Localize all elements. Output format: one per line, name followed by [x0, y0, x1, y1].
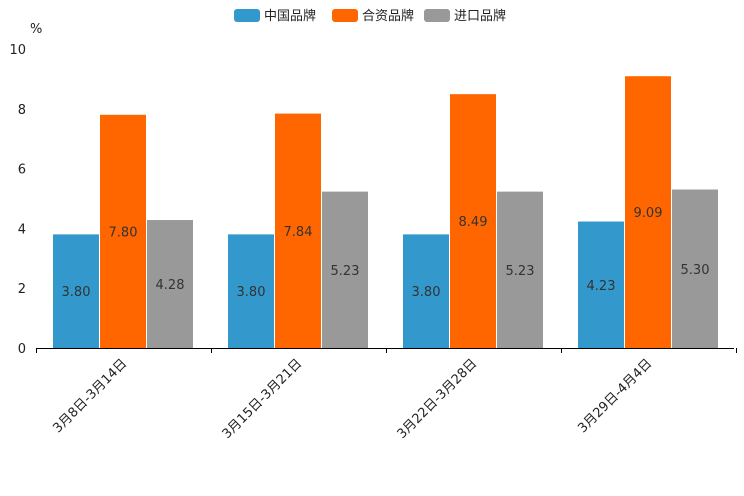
bar — [672, 189, 718, 348]
x-category-label: 3月15日-3月21日 — [220, 356, 306, 442]
bar — [147, 220, 193, 348]
bar-value-label: 7.80 — [109, 225, 138, 240]
bar-value-label: 4.28 — [156, 278, 185, 293]
bar-value-label: 9.09 — [634, 206, 663, 221]
bar — [497, 191, 543, 348]
legend-item[interactable]: 中国品牌 — [234, 8, 316, 24]
y-tick-label: 6 — [18, 163, 26, 178]
legend-swatch — [424, 9, 450, 22]
bar-value-label: 8.49 — [459, 215, 488, 230]
legend-label: 进口品牌 — [454, 8, 506, 24]
bar-value-label: 4.23 — [587, 279, 616, 294]
y-tick-label: 2 — [18, 282, 26, 297]
legend-label: 合资品牌 — [362, 8, 414, 24]
y-tick-label: 8 — [18, 103, 26, 118]
bar — [228, 234, 274, 348]
y-tick-label: 10 — [9, 43, 26, 58]
bar — [450, 94, 496, 348]
bar — [322, 191, 368, 348]
bar-value-label: 5.23 — [331, 264, 360, 279]
bar — [275, 113, 321, 348]
y-axis: 0 2 4 6 8 10 — [9, 43, 26, 357]
bar-series-group: 3.80 7.80 4.28 3.80 7.84 5.23 3.80 8.49 5.23 4.23… — [53, 76, 718, 349]
bar-value-label: 5.30 — [681, 263, 710, 278]
bar — [100, 114, 146, 348]
bar-value-label: 3.80 — [412, 285, 441, 300]
legend-swatch — [332, 9, 358, 22]
bar-value-label: 5.23 — [506, 264, 535, 279]
bar — [578, 221, 624, 348]
x-category-label: 3月8日-3月14日 — [50, 356, 130, 436]
y-tick-label: 4 — [18, 222, 26, 237]
legend-item[interactable]: 合资品牌 — [332, 8, 414, 24]
bar-value-label: 3.80 — [62, 285, 91, 300]
legend-label: 中国品牌 — [264, 8, 316, 24]
bar — [403, 234, 449, 348]
chart-legend: 中国品牌 合资品牌 进口品牌 — [234, 8, 506, 24]
legend-item[interactable]: 进口品牌 — [424, 8, 506, 24]
y-axis-unit-label: % — [30, 22, 42, 37]
x-category-label: 3月29日-4月4日 — [575, 356, 655, 436]
bar — [53, 234, 99, 348]
x-category-label: 3月22日-3月28日 — [395, 356, 481, 442]
legend-swatch — [234, 9, 260, 22]
y-tick-label: 0 — [18, 342, 26, 357]
x-axis: 3月8日-3月14日 3月15日-3月21日 3月22日-3月28日 3月29日-4月… — [36, 348, 737, 442]
bar-value-label: 7.84 — [284, 225, 313, 240]
bar — [625, 76, 671, 349]
bar-value-label: 3.80 — [237, 285, 266, 300]
